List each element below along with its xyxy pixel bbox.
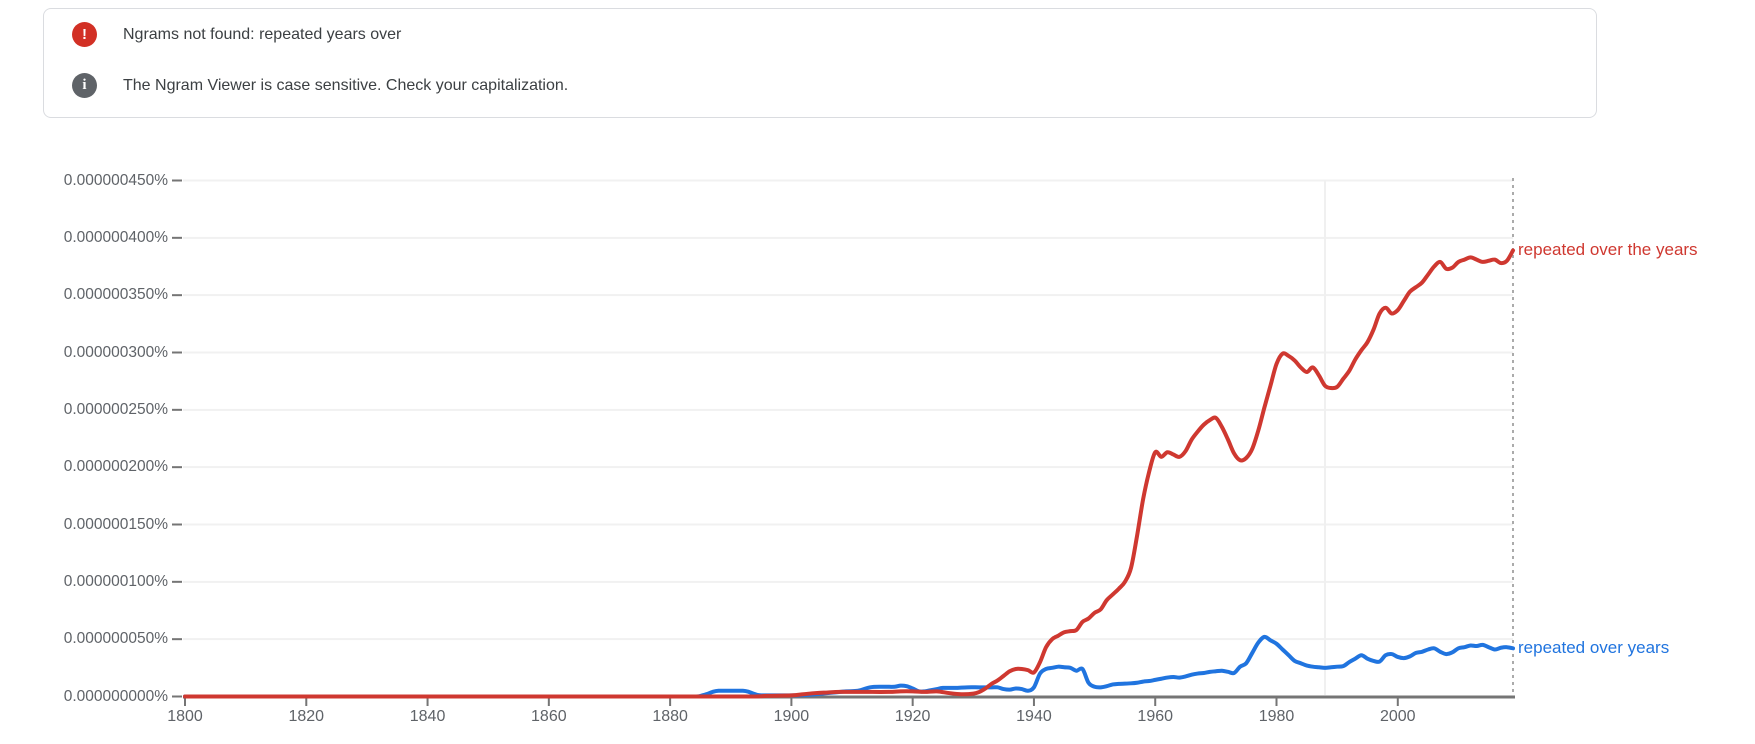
y-axis-label: 0.000000000% xyxy=(63,687,168,705)
series-line-repeated-over-the-years[interactable] xyxy=(183,248,1515,699)
x-axis-label: 1800 xyxy=(167,708,203,725)
x-axis-label: 1860 xyxy=(531,708,567,725)
x-axis-label: 1920 xyxy=(894,708,931,725)
x-axis-label: 1880 xyxy=(652,708,688,725)
y-axis-label: 0.000000300% xyxy=(63,343,168,361)
info-icon: i xyxy=(72,73,97,98)
x-axis-label: 1960 xyxy=(1137,708,1174,725)
y-axis-label: 0.000000250% xyxy=(63,400,168,418)
x-axis-label: 1980 xyxy=(1258,708,1295,725)
series-label-repeated-over-years[interactable]: repeated over years xyxy=(1518,638,1670,658)
info-message: The Ngram Viewer is case sensitive. Chec… xyxy=(123,77,569,94)
info-notice: i The Ngram Viewer is case sensitive. Ch… xyxy=(44,73,1596,98)
notifications-panel: ! Ngrams not found: repeated years over … xyxy=(43,8,1597,118)
y-axis-label: 0.000000450% xyxy=(63,171,168,189)
y-axis-label: 0.000000400% xyxy=(63,228,168,246)
x-axis-label: 1840 xyxy=(409,708,446,725)
error-message: Ngrams not found: repeated years over xyxy=(123,26,402,43)
y-axis-label: 0.000000150% xyxy=(63,515,168,533)
y-axis-label: 0.000000350% xyxy=(63,286,168,304)
y-axis-label: 0.000000050% xyxy=(63,630,168,648)
y-axis-label: 0.000000200% xyxy=(63,458,168,476)
error-notice: ! Ngrams not found: repeated years over xyxy=(44,22,1596,47)
y-axis-label: 0.000000100% xyxy=(63,572,168,590)
x-axis-label: 1940 xyxy=(1016,708,1052,725)
x-axis-label: 1820 xyxy=(288,708,325,725)
x-axis-label: 2000 xyxy=(1379,708,1416,725)
error-icon: ! xyxy=(72,22,97,47)
series-label-repeated-over-the-years[interactable]: repeated over the years xyxy=(1518,240,1698,260)
x-axis-label: 1900 xyxy=(773,708,810,725)
series-line-repeated-over-years[interactable] xyxy=(183,634,1515,699)
